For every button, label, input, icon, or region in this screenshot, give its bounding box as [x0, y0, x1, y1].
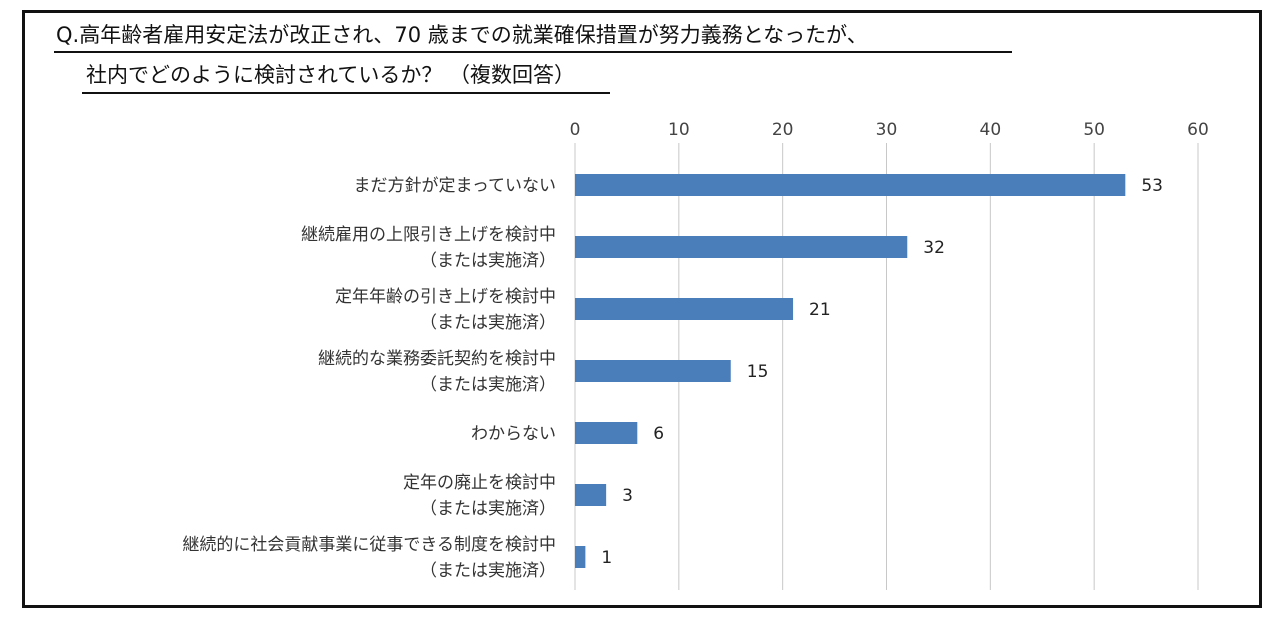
- category-label: 継続的な業務委託契約を検討中: [318, 349, 556, 369]
- x-tick-label: 50: [1083, 120, 1105, 140]
- category-label: （または実施済）: [420, 561, 556, 581]
- chart-title-line2: 社内でどのように検討されているか？ （複数回答）: [86, 63, 576, 87]
- category-label: わからない: [471, 424, 556, 444]
- data-label: 3: [622, 486, 633, 506]
- bar: [575, 422, 638, 444]
- category-label: 定年年齢の引き上げを検討中: [335, 287, 556, 307]
- data-label: 6: [653, 424, 664, 444]
- data-label: 1: [601, 548, 612, 568]
- title-underline-2: [82, 92, 610, 94]
- category-label: 継続雇用の上限引き上げを検討中: [301, 225, 556, 245]
- x-axis-ticks: 0 10 20 30 40 50 60: [570, 120, 1209, 140]
- category-label: （または実施済）: [420, 251, 556, 271]
- data-labels: 53 32 21 15 6 3 1: [601, 176, 1163, 568]
- bars: [575, 174, 1126, 568]
- title-underline-1: [54, 51, 1012, 53]
- bar: [575, 484, 607, 506]
- category-label: まだ方針が定まっていない: [354, 176, 556, 196]
- category-label: （または実施済）: [420, 313, 556, 333]
- category-label: 継続的に社会貢献事業に従事できる制度を検討中: [182, 535, 556, 555]
- bar: [575, 298, 794, 320]
- x-tick-label: 40: [980, 120, 1002, 140]
- x-tick-label: 30: [876, 120, 898, 140]
- x-tick-label: 0: [570, 120, 581, 140]
- category-label: 定年の廃止を検討中: [403, 473, 556, 493]
- x-tick-label: 20: [772, 120, 794, 140]
- chart-title-line1: Q.高年齢者雇用安定法が改正され、70 歳までの就業確保措置が努力義務となったが…: [56, 23, 868, 47]
- category-label: （または実施済）: [420, 499, 556, 519]
- data-label: 53: [1141, 176, 1163, 196]
- bar: [575, 546, 586, 568]
- x-tick-label: 10: [668, 120, 690, 140]
- category-label: （または実施済）: [420, 375, 556, 395]
- bar: [575, 360, 731, 382]
- data-label: 32: [923, 238, 945, 258]
- bar: [575, 236, 908, 258]
- bar: [575, 174, 1126, 196]
- data-label: 21: [809, 300, 831, 320]
- data-label: 15: [747, 362, 769, 382]
- x-tick-label: 60: [1187, 120, 1209, 140]
